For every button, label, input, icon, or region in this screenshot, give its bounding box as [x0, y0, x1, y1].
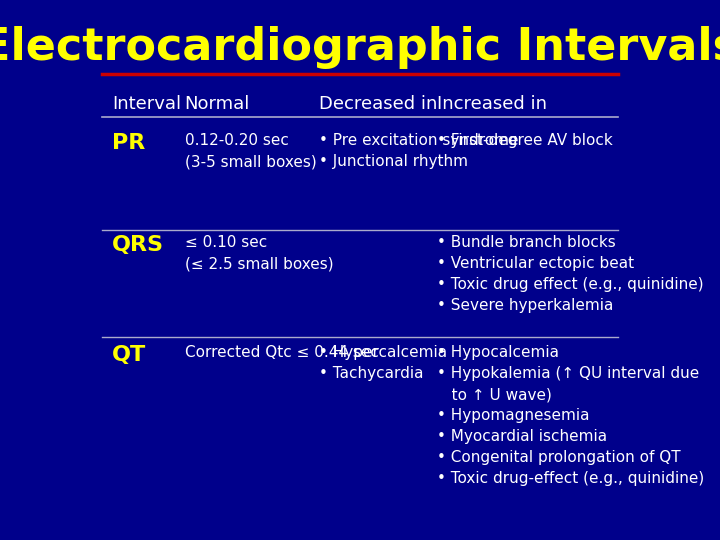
Text: Interval: Interval — [112, 96, 181, 113]
Text: PR: PR — [112, 133, 145, 153]
Text: • First-degree AV block: • First-degree AV block — [438, 133, 613, 148]
Text: • Bundle branch blocks
• Ventricular ectopic beat
• Toxic drug effect (e.g., qui: • Bundle branch blocks • Ventricular ect… — [438, 235, 704, 313]
Text: Corrected Qtc ≤ 0.44 sec: Corrected Qtc ≤ 0.44 sec — [184, 345, 379, 360]
Text: 0.12-0.20 sec
(3-5 small boxes): 0.12-0.20 sec (3-5 small boxes) — [184, 133, 316, 169]
Text: ≤ 0.10 sec
(≤ 2.5 small boxes): ≤ 0.10 sec (≤ 2.5 small boxes) — [184, 235, 333, 271]
Text: • Hypercalcemia
• Tachycardia: • Hypercalcemia • Tachycardia — [319, 345, 447, 381]
Text: Increased in: Increased in — [438, 96, 547, 113]
Text: QT: QT — [112, 345, 147, 365]
Text: Decreased in: Decreased in — [319, 96, 437, 113]
Text: Normal: Normal — [184, 96, 250, 113]
Text: Electrocardiographic Intervals: Electrocardiographic Intervals — [0, 25, 720, 69]
Text: QRS: QRS — [112, 235, 164, 255]
Text: • Pre excitation syndrome
• Junctional rhythm: • Pre excitation syndrome • Junctional r… — [319, 133, 518, 169]
Text: • Hypocalcemia
• Hypokalemia (↑ QU interval due
   to ↑ U wave)
• Hypomagnesemia: • Hypocalcemia • Hypokalemia (↑ QU inter… — [438, 345, 705, 486]
